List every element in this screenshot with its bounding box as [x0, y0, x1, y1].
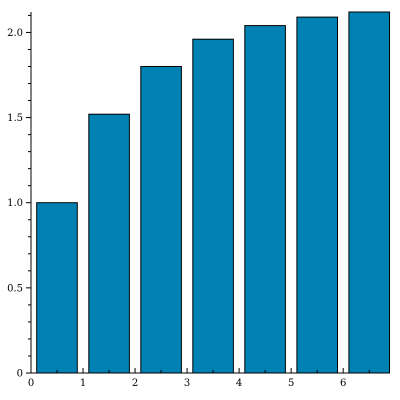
bar-0	[36, 202, 78, 374]
y-tick-label: 1.0	[7, 198, 23, 209]
y-tick-label: 0	[17, 369, 23, 380]
bar-5	[296, 16, 338, 374]
y-tick-label: 2.0	[7, 28, 23, 39]
x-tick-label: 3	[184, 378, 190, 389]
bar-4	[244, 25, 286, 374]
x-tick-label: 5	[288, 378, 294, 389]
x-tick-label: 4	[236, 378, 242, 389]
bar-3	[192, 38, 234, 374]
axes-group	[30, 12, 390, 374]
y-tick-label: 0.5	[7, 283, 23, 294]
bar-2	[140, 66, 182, 374]
bars-group	[36, 11, 390, 374]
x-tick-label: 2	[132, 378, 138, 389]
bar-1	[88, 113, 130, 374]
bar-6	[348, 11, 390, 374]
x-tick-label: 1	[80, 378, 86, 389]
x-ticks-group: 0 1 2 3 4 5 6	[28, 368, 370, 389]
y-tick-label: 1.5	[7, 113, 23, 124]
y-ticks-group: 0 0.5 1.0 1.5 2.0	[7, 14, 31, 380]
x-tick-label: 0	[28, 378, 34, 389]
x-tick-label: 6	[340, 378, 346, 389]
